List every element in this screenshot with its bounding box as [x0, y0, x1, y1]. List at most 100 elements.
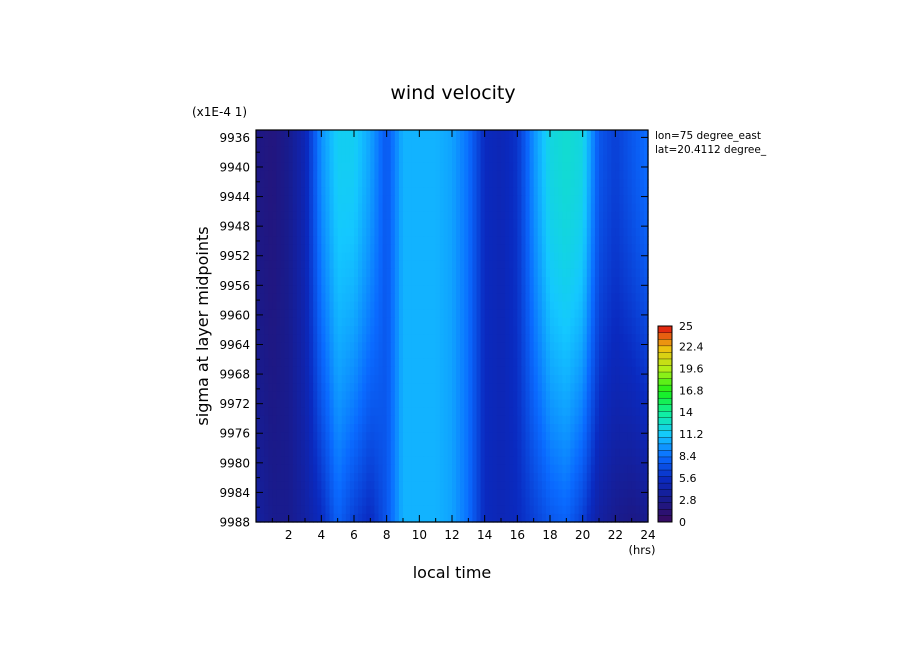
heatmap-cell: [501, 424, 506, 433]
heatmap-cell: [447, 179, 453, 188]
heatmap-cell: [513, 440, 518, 450]
heatmap-cell: [472, 277, 478, 286]
heatmap-cell: [390, 448, 396, 458]
heatmap-cell: [496, 375, 502, 384]
heatmap-cell: [472, 424, 478, 433]
heatmap-cell: [354, 244, 359, 254]
heatmap-cell: [341, 260, 347, 270]
heatmap-cell: [374, 513, 380, 523]
heatmap-cell: [545, 391, 551, 401]
heatmap-cell: [354, 146, 359, 156]
heatmap-cell: [550, 179, 555, 188]
heatmap-cell: [509, 260, 514, 270]
heatmap-cell: [305, 138, 310, 147]
heatmap-cell: [390, 187, 396, 196]
heatmap-cell: [582, 473, 588, 482]
heatmap-cell: [362, 138, 367, 147]
heatmap-cell: [292, 505, 298, 515]
heatmap-cell: [354, 464, 359, 474]
heatmap-cell: [550, 391, 555, 401]
heatmap-cell: [386, 383, 392, 392]
heatmap-cell: [403, 195, 408, 205]
heatmap-cell: [317, 505, 322, 515]
heatmap-cell: [501, 293, 506, 303]
heatmap-cell: [558, 399, 563, 409]
heatmap-cell: [558, 489, 563, 499]
heatmap-cell: [590, 358, 596, 368]
heatmap-cell: [398, 170, 404, 180]
heatmap-cell: [398, 211, 404, 221]
heatmap-cell: [431, 432, 437, 441]
heatmap-cell: [313, 366, 318, 376]
heatmap-cell: [398, 513, 404, 523]
heatmap-cell: [529, 456, 535, 466]
heatmap-cell: [496, 473, 502, 482]
heatmap-cell: [594, 513, 600, 523]
heatmap-cell: [631, 146, 637, 156]
heatmap-cell: [566, 383, 572, 392]
heatmap-cell: [321, 154, 327, 164]
heatmap-cell: [419, 464, 425, 474]
heatmap-cell: [276, 424, 282, 433]
heatmap-cell: [321, 375, 327, 384]
heatmap-cell: [292, 130, 298, 139]
heatmap-cell: [537, 236, 543, 245]
heatmap-cell: [496, 366, 502, 376]
heatmap-cell: [484, 195, 490, 205]
heatmap-cell: [452, 407, 457, 417]
heatmap-cell: [639, 473, 645, 482]
heatmap-cell: [541, 440, 547, 450]
heatmap-cell: [358, 146, 363, 156]
heatmap-cell: [374, 179, 380, 188]
heatmap-cell: [627, 301, 633, 311]
heatmap-cell: [635, 260, 641, 270]
heatmap-cell: [382, 260, 388, 270]
heatmap-cell: [349, 481, 355, 490]
heatmap-cell: [452, 505, 457, 515]
heatmap-cell: [264, 179, 269, 188]
heatmap-cell: [333, 432, 339, 441]
heatmap-cell: [374, 130, 380, 139]
heatmap-cell: [603, 513, 608, 523]
heatmap-cell: [317, 358, 322, 368]
heatmap-cell: [423, 260, 429, 270]
heatmap-cell: [309, 309, 314, 319]
heatmap-cell: [578, 228, 584, 237]
heatmap-cell: [492, 293, 498, 303]
heatmap-cell: [452, 440, 457, 450]
heatmap-cell: [599, 179, 604, 188]
heatmap-cell: [300, 424, 306, 433]
heatmap-cell: [292, 497, 298, 507]
heatmap-cell: [464, 285, 469, 294]
heatmap-cell: [554, 456, 559, 466]
heatmap-cell: [386, 497, 392, 507]
heatmap-cell: [578, 260, 584, 270]
heatmap-cell: [615, 244, 621, 254]
heatmap-cell: [329, 130, 335, 139]
heatmap-cell: [333, 162, 339, 172]
heatmap-cell: [590, 203, 596, 213]
heatmap-cell: [407, 195, 412, 205]
heatmap-cell: [550, 505, 555, 515]
heatmap-cell: [276, 342, 282, 352]
heatmap-cell: [407, 399, 412, 409]
heatmap-cell: [305, 317, 310, 327]
heatmap-cell: [525, 391, 531, 401]
heatmap-cell: [615, 342, 621, 352]
heatmap-cell: [358, 456, 363, 466]
heatmap-cell: [386, 268, 392, 278]
heatmap-cell: [398, 293, 404, 303]
heatmap-cell: [398, 130, 404, 139]
heatmap-cell: [484, 170, 490, 180]
heatmap-cell: [603, 293, 608, 303]
heatmap-cell: [394, 203, 400, 213]
heatmap-cell: [394, 366, 400, 376]
heatmap-cell: [382, 432, 388, 441]
heatmap-cell: [631, 464, 637, 474]
heatmap-cell: [292, 154, 298, 164]
heatmap-cell: [476, 211, 482, 221]
heatmap-cell: [505, 424, 510, 433]
heatmap-cell: [325, 130, 331, 139]
heatmap-cell: [423, 464, 429, 474]
heatmap-cell: [635, 415, 641, 425]
